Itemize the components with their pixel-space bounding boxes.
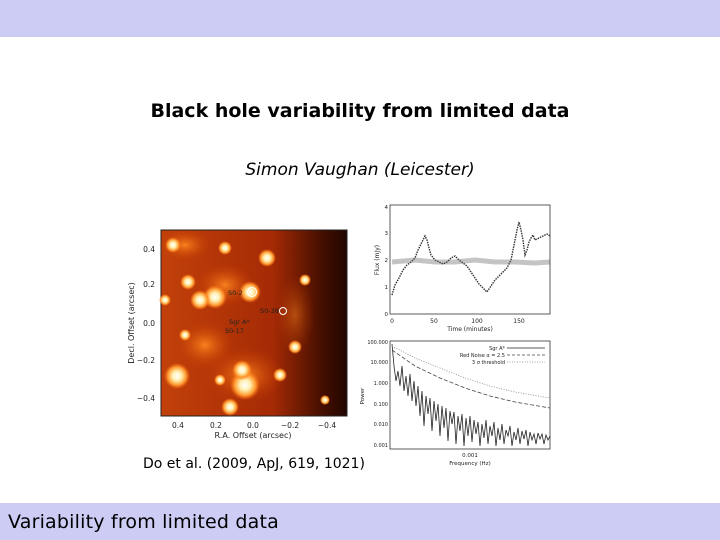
- img-y-tick: 0.2: [143, 280, 155, 289]
- label-s0-38: S0-38: [260, 307, 279, 315]
- ps-y-tick: 0.010: [374, 422, 388, 428]
- img-y-tick: 0.0: [143, 319, 155, 328]
- lc-y-tick: 4: [385, 205, 389, 211]
- ps-x-tick: 0.001: [462, 453, 478, 459]
- citation: Do et al. (2009, ApJ, 619, 1021): [143, 456, 365, 472]
- light-curve-panel: 0 1 2 3 4 0 50 100 150 Time (minutes) Fl…: [374, 204, 551, 333]
- label-sgr-a: Sgr A*: [229, 318, 250, 326]
- img-y-tick: −0.4: [137, 394, 155, 403]
- img-x-tick: −0.2: [281, 421, 299, 430]
- image-stars: [159, 237, 330, 416]
- ps-red-noise: [391, 349, 551, 409]
- lc-ylabel: Flux (mJy): [374, 245, 381, 275]
- slide-author: Simon Vaughan (Leicester): [245, 160, 475, 180]
- top-bar: [0, 0, 720, 37]
- lc-frame: [389, 204, 551, 315]
- footer-title: Variability from limited data: [8, 511, 279, 533]
- label-s0-17: S0-17: [225, 327, 244, 335]
- lc-x-tick: 100: [471, 318, 483, 325]
- ps-legend-rednoise: Red Noise α = 2.5: [460, 353, 505, 359]
- img-ylabel: Decl. Offset (arcsec): [127, 282, 136, 364]
- ps-y-tick: 0.001: [374, 443, 388, 449]
- lc-x-tick: 150: [513, 318, 525, 325]
- ps-threshold: [391, 345, 551, 399]
- img-x-tick: 0.0: [247, 421, 259, 430]
- img-y-tick: −0.2: [137, 356, 155, 365]
- power-spectrum-panel: Sgr A* Red Noise α = 2.5 3 σ threshold 1…: [360, 340, 551, 467]
- lc-x-tick: 0: [390, 318, 394, 325]
- img-x-tick: 0.4: [172, 421, 184, 430]
- ps-y-tick: 10.000: [371, 360, 389, 366]
- img-xlabel: R.A. Offset (arcsec): [215, 431, 292, 440]
- lc-curve: [391, 221, 551, 296]
- ps-xlabel: Frequency (Hz): [449, 461, 490, 467]
- lc-xlabel: Time (minutes): [446, 326, 493, 333]
- img-x-tick: −0.4: [318, 421, 336, 430]
- lc-y-tick: 1: [385, 285, 389, 291]
- ps-curve: [391, 343, 551, 447]
- ps-y-tick: 0.100: [374, 402, 388, 408]
- label-s0-2: S0-2: [228, 289, 243, 297]
- img-y-tick: 0.4: [143, 245, 155, 254]
- lc-x-tick: 50: [430, 318, 438, 325]
- lc-band: [391, 257, 551, 266]
- slide-title: Black hole variability from limited data: [150, 100, 570, 122]
- lc-y-tick: 0: [385, 312, 389, 318]
- sgr-a-image-panel: S0-2 S0-38 Sgr A* S0-17 0.4 0.2 0.0 −0.2…: [127, 229, 348, 440]
- ps-y-tick: 100.000: [367, 340, 388, 346]
- ps-legend-sgra: Sgr A*: [489, 346, 505, 352]
- ps-legend-threshold: 3 σ threshold: [472, 360, 505, 366]
- img-x-tick: 0.2: [210, 421, 222, 430]
- ps-ylabel: Power: [360, 387, 366, 404]
- bottom-bar: [0, 503, 720, 540]
- ps-y-tick: 1.000: [374, 381, 388, 387]
- lc-y-tick: 3: [385, 231, 389, 237]
- lc-y-tick: 2: [385, 258, 389, 264]
